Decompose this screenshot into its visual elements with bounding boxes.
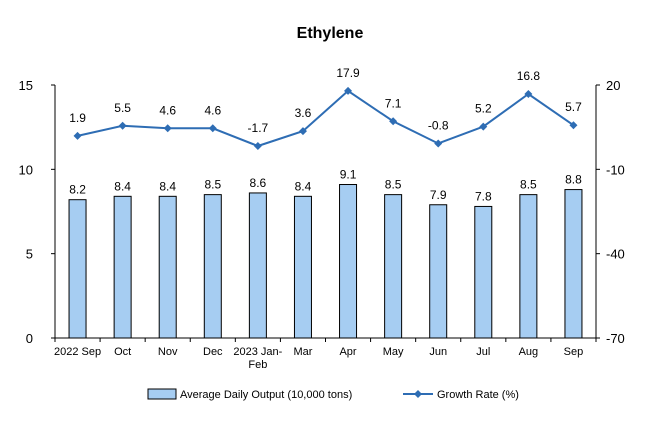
x-tick-label: 2023 Jan-Feb	[233, 346, 282, 371]
y-left-tick-label: 0	[26, 331, 33, 346]
bar	[564, 189, 583, 339]
growth-rate-point	[298, 127, 307, 136]
x-tick-label: Dec	[203, 346, 223, 358]
growth-rate-point	[118, 121, 127, 130]
bar-value-label: 7.8	[475, 189, 492, 203]
bar	[113, 195, 132, 339]
growth-rate-label: 5.7	[565, 100, 582, 114]
growth-rate-point	[344, 86, 353, 95]
growth-rate-point	[389, 117, 398, 126]
bar-value-label: 9.1	[340, 168, 357, 182]
legend: Average Daily Output (10,000 tons) Growth…	[147, 388, 519, 401]
x-tick-label: Mar	[293, 346, 312, 358]
x-tick-label: Sep	[564, 346, 584, 358]
bar	[519, 194, 538, 339]
y-right-tick-label: -70	[606, 331, 625, 346]
bar-value-label: 8.4	[114, 179, 131, 193]
bar	[68, 199, 87, 339]
x-tick-label: May	[383, 346, 404, 358]
bar	[203, 194, 222, 339]
bar-value-label: 8.5	[520, 178, 537, 192]
bar	[158, 195, 177, 339]
growth-rate-point	[434, 139, 443, 148]
growth-rate-point	[73, 131, 82, 140]
legend-label-bar: Average Daily Output (10,000 tons)	[180, 389, 352, 401]
growth-rate-label: -0.8	[428, 118, 449, 132]
growth-rate-point	[208, 124, 217, 133]
bar	[474, 205, 493, 339]
growth-rate-point	[479, 122, 488, 131]
legend-label-line: Growth Rate (%)	[437, 389, 519, 401]
y-left-tick-label: 10	[19, 162, 33, 177]
bar-value-label: 8.2	[69, 183, 86, 197]
growth-rate-point	[569, 121, 578, 130]
bar	[293, 195, 312, 339]
growth-rate-label: 1.9	[69, 111, 86, 125]
bar-value-label: 8.4	[295, 179, 312, 193]
bar-value-label: 8.6	[250, 176, 267, 190]
y-right-tick-label: -40	[606, 247, 625, 262]
growth-rate-point	[524, 89, 533, 98]
axes: 0 5 10 15 -70 -40 -10 20 2022 Sep Oct Nov Dec 2023 J…	[19, 78, 625, 371]
y-left-tick-label: 15	[19, 78, 33, 93]
data-labels: 8.2 8.4 8.4 8.5 8.6 8.4 9.1 8.5 7.9 7.8 8.5 8.8 1.9 5…	[69, 66, 582, 204]
x-tick-label: Nov	[158, 346, 178, 358]
growth-rate-label: 17.9	[336, 66, 360, 80]
growth-rate-line	[77, 89, 575, 148]
x-tick-label: 2022 Sep	[54, 346, 101, 358]
x-tick-label: Apr	[339, 346, 356, 358]
bar	[429, 204, 448, 339]
bar-series	[68, 184, 583, 339]
line-series	[73, 86, 578, 151]
growth-rate-label: 7.1	[385, 96, 402, 110]
bar	[248, 192, 267, 339]
growth-rate-point	[253, 142, 262, 151]
bar-value-label: 8.5	[385, 178, 402, 192]
legend-swatch-bar	[147, 388, 177, 400]
bar-value-label: 7.9	[430, 188, 447, 202]
growth-rate-point	[163, 124, 172, 133]
y-right-tick-label: -10	[606, 162, 625, 177]
y-left-tick-label: 5	[26, 247, 33, 262]
legend-marker	[414, 390, 422, 398]
bar-value-label: 8.4	[159, 179, 176, 193]
x-tick-label: Aug	[519, 346, 539, 358]
bar-value-label: 8.5	[204, 178, 221, 192]
growth-rate-label: 5.2	[475, 102, 492, 116]
growth-rate-label: 3.6	[295, 106, 312, 120]
growth-rate-label: 4.6	[204, 103, 221, 117]
growth-rate-label: 16.8	[517, 69, 541, 83]
x-tick-label: Jul	[476, 346, 490, 358]
x-tick-label: Oct	[114, 346, 131, 358]
growth-rate-label: 5.5	[114, 101, 131, 115]
chart-title: Ethylene	[297, 25, 364, 42]
bar	[384, 194, 403, 339]
y-right-tick-label: 20	[606, 78, 620, 93]
bar-value-label: 8.8	[565, 173, 582, 187]
bar	[339, 184, 358, 339]
growth-rate-label: -1.7	[248, 121, 269, 135]
x-tick-label: Jun	[429, 346, 447, 358]
growth-rate-label: 4.6	[159, 103, 176, 117]
